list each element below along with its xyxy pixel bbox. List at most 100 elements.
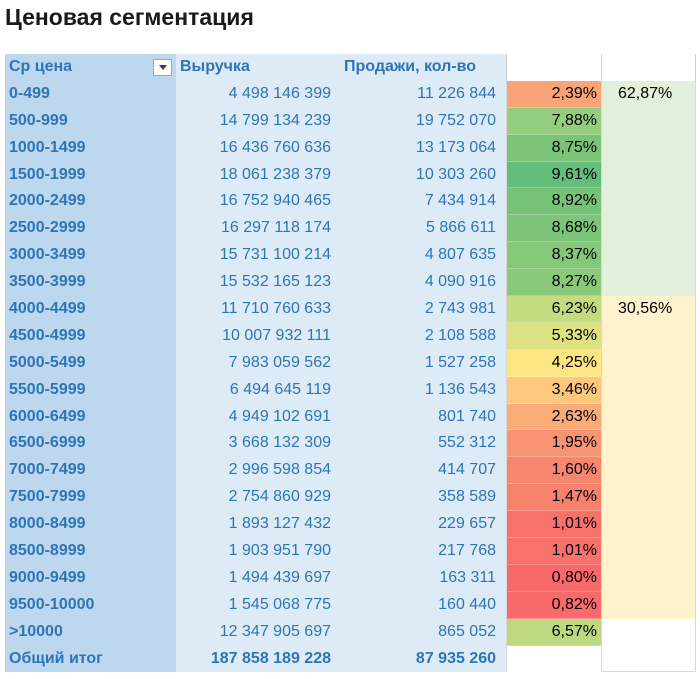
sales-value: 414 707 <box>340 457 506 485</box>
total-revenue: 187 858 189 228 <box>176 645 340 673</box>
total-sales: 87 935 260 <box>340 645 506 673</box>
revenue-value: 16 436 760 636 <box>176 134 340 162</box>
row-label[interactable]: 5000-5499 <box>5 349 176 377</box>
share-value: 6,57% <box>506 618 601 646</box>
sales-value: 1 527 258 <box>340 349 506 377</box>
revenue-value: 1 545 068 775 <box>176 591 340 619</box>
row-label[interactable]: 1500-1999 <box>5 161 176 189</box>
revenue-value: 16 752 940 465 <box>176 188 340 216</box>
share-value: 8,92% <box>506 188 601 216</box>
row-label[interactable]: 8500-8999 <box>5 538 176 565</box>
page-title: Ценовая сегментация <box>5 4 254 30</box>
row-label[interactable]: 4000-4499 <box>5 296 176 323</box>
row-label[interactable]: 0-499 <box>5 80 176 108</box>
sales-value: 5 866 611 <box>340 215 506 243</box>
sales-value: 11 226 844 <box>340 80 506 108</box>
sales-value: 13 173 064 <box>340 134 506 162</box>
total-label: Общий итог <box>5 645 176 673</box>
group-share-1: 62,87% <box>601 80 696 297</box>
group-share-2: 30,56% <box>601 296 696 619</box>
row-label[interactable]: 6500-6999 <box>5 430 176 458</box>
share-value: 0,82% <box>506 591 601 619</box>
row-label[interactable]: 9500-10000 <box>5 591 176 619</box>
share-value: 3,46% <box>506 376 601 404</box>
share-value: 1,01% <box>506 511 601 539</box>
row-label[interactable]: 6000-6499 <box>5 403 176 431</box>
revenue-value: 7 983 059 562 <box>176 349 340 377</box>
row-label[interactable]: 500-999 <box>5 107 176 135</box>
sales-value: 2 743 981 <box>340 296 506 323</box>
row-label[interactable]: 2000-2499 <box>5 188 176 216</box>
share-value: 5,33% <box>506 322 601 350</box>
row-label[interactable]: 5500-5999 <box>5 376 176 404</box>
row-label[interactable]: 8000-8499 <box>5 511 176 539</box>
group-header-cell <box>601 54 696 81</box>
share-header-cell <box>506 54 601 81</box>
sales-value: 552 312 <box>340 430 506 458</box>
row-label[interactable]: 7000-7499 <box>5 457 176 485</box>
sales-value: 217 768 <box>340 538 506 565</box>
row-label[interactable]: 7500-7999 <box>5 484 176 512</box>
share-value: 8,68% <box>506 215 601 243</box>
share-value: 2,63% <box>506 403 601 431</box>
revenue-value: 1 903 951 790 <box>176 538 340 565</box>
revenue-value: 3 668 132 309 <box>176 430 340 458</box>
sales-value: 2 108 588 <box>340 322 506 350</box>
group-share-blank <box>601 618 696 673</box>
sales-value: 229 657 <box>340 511 506 539</box>
sales-value: 865 052 <box>340 618 506 646</box>
total-share-cell <box>506 645 601 673</box>
revenue-value: 2 754 860 929 <box>176 484 340 512</box>
share-value: 8,27% <box>506 269 601 297</box>
revenue-value: 10 007 932 111 <box>176 322 340 350</box>
revenue-value: 4 949 102 691 <box>176 403 340 431</box>
sales-value: 19 752 070 <box>340 107 506 135</box>
sales-value: 801 740 <box>340 403 506 431</box>
sales-value: 160 440 <box>340 591 506 619</box>
revenue-header: Выручка <box>176 54 340 81</box>
filter-dropdown-button[interactable] <box>153 58 172 76</box>
share-value: 9,61% <box>506 161 601 189</box>
price-header: Ср цена <box>5 54 176 81</box>
revenue-value: 1 494 439 697 <box>176 564 340 592</box>
share-value: 7,88% <box>506 107 601 135</box>
revenue-value: 15 532 165 123 <box>176 269 340 297</box>
row-label[interactable]: 2500-2999 <box>5 215 176 243</box>
share-value: 4,25% <box>506 349 601 377</box>
sales-value: 4 090 916 <box>340 269 506 297</box>
row-label[interactable]: 3000-3499 <box>5 242 176 270</box>
share-value: 1,95% <box>506 430 601 458</box>
sales-value: 7 434 914 <box>340 188 506 216</box>
share-value: 8,75% <box>506 134 601 162</box>
row-label[interactable]: 1000-1499 <box>5 134 176 162</box>
share-value: 6,23% <box>506 296 601 323</box>
row-label[interactable]: 3500-3999 <box>5 269 176 297</box>
revenue-value: 4 498 146 399 <box>176 80 340 108</box>
revenue-value: 2 996 598 854 <box>176 457 340 485</box>
share-value: 1,01% <box>506 538 601 565</box>
row-label[interactable]: >10000 <box>5 618 176 646</box>
share-value: 1,60% <box>506 457 601 485</box>
revenue-value: 18 061 238 379 <box>176 161 340 189</box>
revenue-value: 11 710 760 633 <box>176 296 340 323</box>
revenue-value: 15 731 100 214 <box>176 242 340 270</box>
revenue-value: 1 893 127 432 <box>176 511 340 539</box>
share-value: 0,80% <box>506 564 601 592</box>
sales-value: 1 136 543 <box>340 376 506 404</box>
revenue-value: 12 347 905 697 <box>176 618 340 646</box>
revenue-value: 16 297 118 174 <box>176 215 340 243</box>
sales-header: Продажи, кол-во <box>340 54 506 81</box>
share-value: 2,39% <box>506 80 601 108</box>
sales-value: 358 589 <box>340 484 506 512</box>
chevron-down-icon <box>158 64 167 70</box>
sales-value: 163 311 <box>340 564 506 592</box>
pivot-table: Ср цена Выручка Продажи, кол-во 0-499 4 4… <box>5 54 696 673</box>
row-label[interactable]: 4500-4999 <box>5 322 176 350</box>
price-header-label: Ср цена <box>9 58 73 75</box>
sales-value: 4 807 635 <box>340 242 506 270</box>
row-label[interactable]: 9000-9499 <box>5 564 176 592</box>
share-value: 1,47% <box>506 484 601 512</box>
revenue-value: 6 494 645 119 <box>176 376 340 404</box>
sales-value: 10 303 260 <box>340 161 506 189</box>
revenue-value: 14 799 134 239 <box>176 107 340 135</box>
